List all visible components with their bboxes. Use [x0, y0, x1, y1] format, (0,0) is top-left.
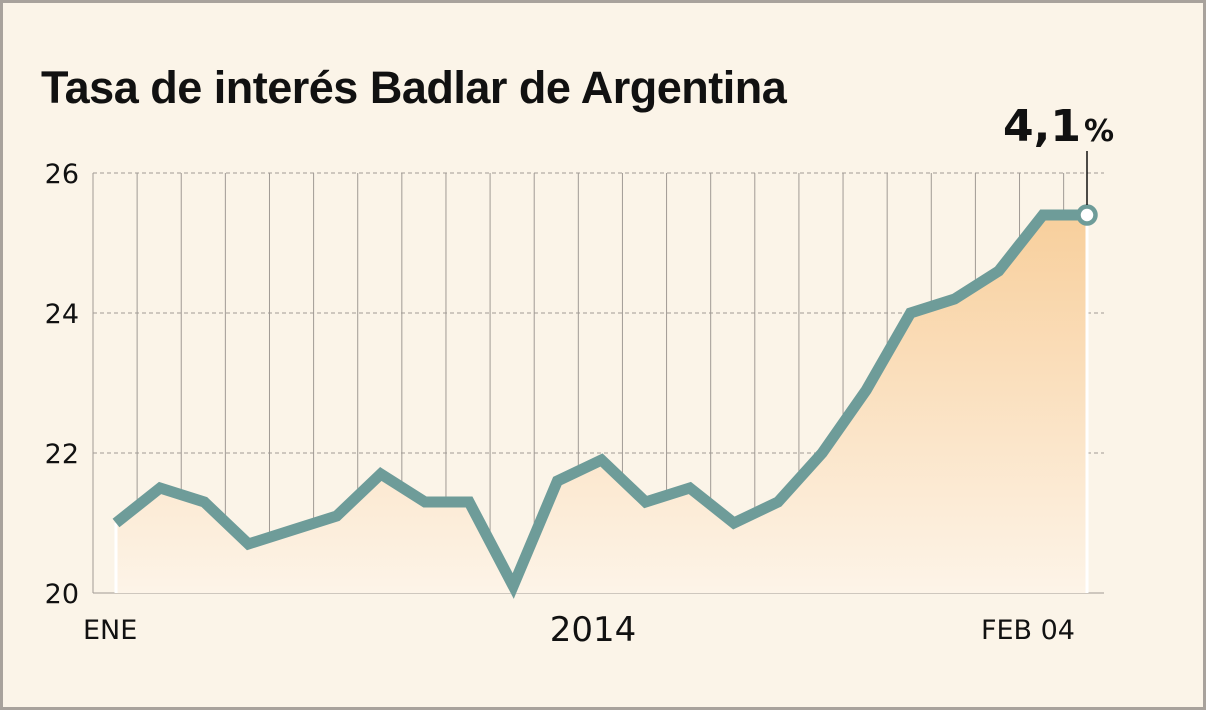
series-line: [112, 209, 1087, 599]
y-axis-ticks: 20 22 24 26: [45, 159, 79, 610]
annotation-unit: %: [1084, 114, 1114, 149]
end-point-marker: [1076, 204, 1098, 226]
y-tick-label-24: 24: [45, 299, 79, 330]
annotation-value: 4,1: [1003, 101, 1081, 152]
y-tick-label-22: 22: [45, 439, 79, 470]
annotation-label: 4,1%: [1003, 101, 1114, 152]
x-tick-label-start: ENE: [83, 615, 137, 646]
y-tick-label-26: 26: [45, 159, 79, 190]
line-layer: [112, 204, 1098, 599]
chart-title: Tasa de interés Badlar de Argentina: [41, 62, 788, 113]
y-tick-label-20: 20: [45, 579, 79, 610]
line-chart: Tasa de interés Badlar de Argentina 20 2…: [41, 62, 1114, 650]
x-tick-label-year: 2014: [550, 610, 637, 650]
x-tick-label-end: FEB 04: [981, 615, 1075, 646]
